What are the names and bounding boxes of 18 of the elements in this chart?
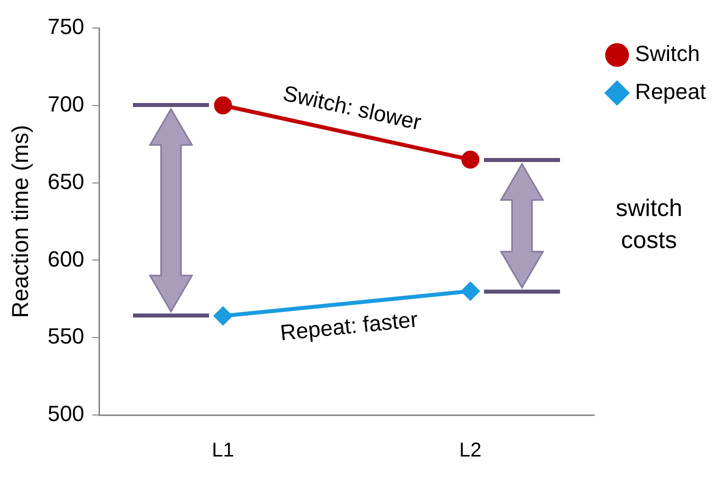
legend-label: Repeat	[635, 79, 706, 104]
y-tick-label: 600	[48, 246, 84, 272]
y-tick-label: 650	[48, 168, 84, 194]
point	[461, 150, 480, 169]
annotation: Repeat: faster	[278, 306, 419, 346]
y-axis-title: Reaction time (ms)	[7, 125, 34, 318]
x-tick-label: L1	[212, 440, 234, 462]
point	[214, 306, 232, 325]
point	[214, 96, 232, 114]
x-tick-label: L2	[459, 440, 482, 462]
y-tick-label: 750	[48, 14, 84, 40]
point	[461, 282, 480, 300]
y-tick-label: 500	[48, 401, 84, 426]
y-tick-label: 550	[48, 324, 84, 349]
annotation: Switch: slower	[280, 80, 424, 135]
y-tick-label: 700	[48, 91, 84, 116]
legend-label: Switch	[635, 41, 700, 66]
text: switch costs	[614, 194, 684, 256]
